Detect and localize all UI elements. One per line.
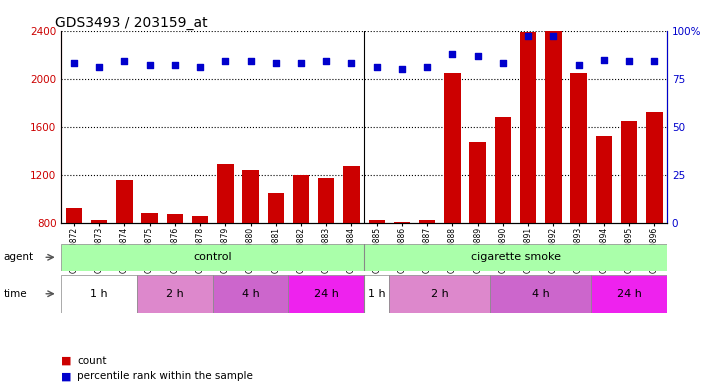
Text: 24 h: 24 h: [616, 289, 642, 299]
Point: [169, 62, 180, 68]
Text: 4 h: 4 h: [242, 289, 260, 299]
Point: [447, 51, 459, 57]
Bar: [213, 275, 288, 313]
Point: [623, 58, 635, 65]
Text: control: control: [193, 252, 232, 262]
Point: [598, 56, 610, 63]
Point: [371, 64, 382, 70]
Point: [194, 64, 206, 70]
Text: percentile rank within the sample: percentile rank within the sample: [77, 371, 253, 381]
Point: [320, 58, 332, 65]
Point: [345, 60, 357, 66]
Bar: [137, 275, 213, 313]
Bar: [141, 213, 158, 223]
Bar: [646, 113, 663, 223]
Point: [144, 62, 156, 68]
Point: [548, 33, 559, 40]
Text: 24 h: 24 h: [314, 289, 339, 299]
Point: [270, 60, 282, 66]
Bar: [520, 32, 536, 223]
Point: [497, 60, 509, 66]
Bar: [192, 215, 208, 223]
Text: time: time: [4, 289, 27, 299]
Bar: [368, 220, 385, 223]
Point: [118, 58, 131, 65]
Text: 2 h: 2 h: [431, 289, 448, 299]
Point: [472, 53, 484, 59]
Point: [421, 64, 433, 70]
Text: GDS3493 / 203159_at: GDS3493 / 203159_at: [56, 16, 208, 30]
Text: 1 h: 1 h: [368, 289, 386, 299]
Text: count: count: [77, 356, 107, 366]
Point: [296, 60, 307, 66]
Bar: [318, 178, 335, 223]
Bar: [343, 166, 360, 223]
Bar: [495, 117, 511, 223]
Bar: [596, 136, 612, 223]
Bar: [267, 193, 284, 223]
Bar: [217, 164, 234, 223]
Bar: [242, 170, 259, 223]
Bar: [116, 180, 133, 223]
Text: 1 h: 1 h: [90, 289, 108, 299]
Bar: [469, 142, 486, 223]
Text: ■: ■: [61, 371, 72, 381]
Bar: [91, 220, 107, 223]
Bar: [591, 275, 667, 313]
Bar: [288, 275, 364, 313]
Point: [572, 62, 584, 68]
Bar: [419, 220, 435, 223]
Bar: [490, 275, 591, 313]
Point: [244, 58, 257, 65]
Bar: [167, 214, 183, 223]
Point: [522, 33, 534, 40]
Point: [68, 60, 80, 66]
Bar: [61, 244, 364, 271]
Bar: [621, 121, 637, 223]
Bar: [545, 30, 562, 223]
Text: agent: agent: [4, 252, 34, 262]
Bar: [364, 244, 667, 271]
Bar: [66, 208, 82, 223]
Bar: [293, 175, 309, 223]
Text: 2 h: 2 h: [166, 289, 184, 299]
Bar: [570, 73, 587, 223]
Point: [649, 58, 660, 65]
Text: 4 h: 4 h: [532, 289, 549, 299]
Bar: [444, 73, 461, 223]
Point: [219, 58, 231, 65]
Point: [397, 66, 408, 72]
Bar: [61, 275, 137, 313]
Point: [94, 64, 105, 70]
Bar: [364, 275, 389, 313]
Bar: [389, 275, 490, 313]
Text: ■: ■: [61, 356, 72, 366]
Bar: [394, 222, 410, 223]
Text: cigarette smoke: cigarette smoke: [471, 252, 560, 262]
